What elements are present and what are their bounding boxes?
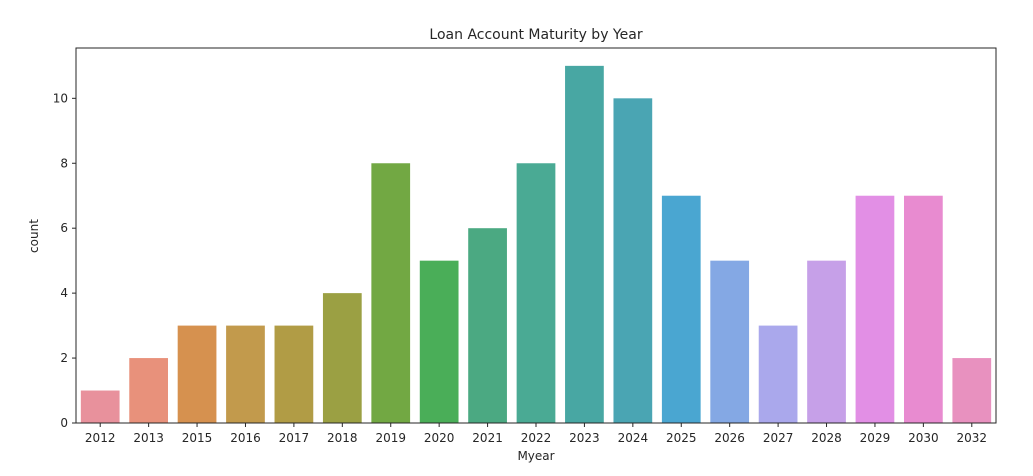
x-axis: 2012 2013 2015 2016 2017 2018 2019 2020 2021 2022… <box>85 423 987 445</box>
y-tick-label: 8 <box>60 156 68 170</box>
x-tick-label: 2030 <box>908 431 939 445</box>
bars-group <box>80 65 992 423</box>
x-tick-label: 2025 <box>666 431 697 445</box>
x-tick-label: 2029 <box>860 431 891 445</box>
bar-2016 <box>226 325 265 423</box>
x-tick-label: 2013 <box>133 431 164 445</box>
x-tick-label: 2020 <box>424 431 455 445</box>
x-tick-label: 2018 <box>327 431 358 445</box>
bar-2023 <box>565 65 604 423</box>
bar-2030 <box>904 195 943 423</box>
y-tick-label: 2 <box>60 351 68 365</box>
bar-2013 <box>129 358 168 423</box>
x-tick-label: 2026 <box>714 431 745 445</box>
x-tick-label: 2016 <box>230 431 261 445</box>
x-tick-label: 2032 <box>957 431 988 445</box>
bar-2017 <box>274 325 314 423</box>
bar-2027 <box>758 325 798 423</box>
bar-2012 <box>80 390 120 423</box>
y-axis: 0 2 4 6 8 10 <box>53 91 76 430</box>
bar-2018 <box>322 293 362 423</box>
x-tick-label: 2024 <box>618 431 649 445</box>
bar-2026 <box>710 260 750 423</box>
bar-2032 <box>952 358 992 423</box>
x-tick-label: 2022 <box>521 431 552 445</box>
bar-2028 <box>807 260 846 423</box>
y-tick-label: 4 <box>60 286 68 300</box>
y-tick-label: 0 <box>60 416 68 430</box>
y-tick-label: 6 <box>60 221 68 235</box>
bar-2019 <box>371 163 411 423</box>
x-tick-label: 2015 <box>182 431 213 445</box>
x-tick-label: 2012 <box>85 431 116 445</box>
x-tick-label: 2021 <box>472 431 503 445</box>
bar-2021 <box>468 228 507 423</box>
bar-2025 <box>661 195 701 423</box>
bar-2022 <box>516 163 556 423</box>
y-axis-label: count <box>27 219 41 253</box>
y-tick-label: 10 <box>53 91 68 105</box>
bar-2024 <box>613 98 653 423</box>
bar-2020 <box>419 260 459 423</box>
bar-2015 <box>177 325 217 423</box>
x-tick-label: 2028 <box>811 431 842 445</box>
x-tick-label: 2019 <box>375 431 406 445</box>
x-axis-label: Myear <box>517 449 554 463</box>
chart-title: Loan Account Maturity by Year <box>429 27 642 43</box>
x-tick-label: 2023 <box>569 431 600 445</box>
bar-2029 <box>855 195 895 423</box>
x-tick-label: 2027 <box>763 431 794 445</box>
x-tick-label: 2017 <box>279 431 310 445</box>
